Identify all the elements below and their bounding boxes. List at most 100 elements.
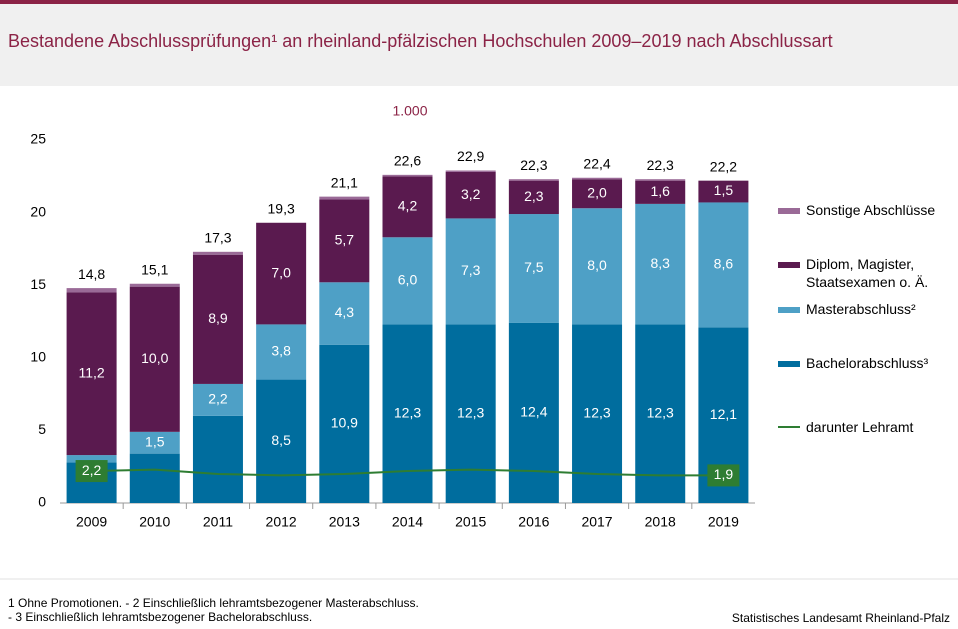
total-label: 22,3 [647,157,674,173]
bar-segment [319,344,370,503]
legend-label: Sonstige Abschlüsse [806,202,936,218]
legend-swatch [778,262,800,268]
bar-segment [572,179,623,209]
footnote: 1 Ohne Promotionen. - 2 Einschließlich l… [8,596,419,610]
data-label: 11,2 [78,364,104,380]
source: Statistisches Landesamt Rheinland-Pfalz [732,611,950,625]
line [91,468,724,477]
data-label: 5,7 [335,232,355,248]
bar-segment [192,415,243,503]
data-label: 12,1 [710,406,737,422]
legend-swatch [778,208,800,214]
bar-segment [382,176,433,238]
total-label: 19,3 [268,200,295,216]
legend-label: Masterabschluss² [806,301,916,317]
total-label: 22,2 [710,158,737,174]
data-label: 8,0 [587,257,607,273]
bar-segment [445,324,496,503]
data-label: 12,3 [583,404,610,420]
x-tick-label: 2018 [645,514,676,530]
data-label: 6,0 [398,272,418,288]
total-label: 17,3 [204,230,231,246]
bar-segment [192,254,243,384]
bar-segment [256,324,307,380]
bar-segment [192,383,243,416]
line-label: 1,9 [714,466,734,482]
x-tick-label: 2017 [581,514,612,530]
data-label: 3,2 [461,186,481,202]
bar-segment [256,379,307,503]
data-label: 2,3 [524,188,544,204]
total-label: 15,1 [141,261,168,277]
data-label: 8,9 [208,310,228,326]
bar-segment [445,218,496,325]
data-label: 3,8 [271,343,291,359]
x-tick-label: 2012 [266,514,297,530]
legend-label: Diplom, Magister, Staatsexamen o. Ä. [806,256,929,290]
data-label: 8,3 [650,255,670,271]
bar-segment [698,202,749,328]
data-label: 10,9 [331,415,358,431]
footnote: - 3 Einschließlich lehramtsbezogener Bac… [8,610,312,624]
total-label: 22,4 [583,155,610,171]
x-tick-label: 2013 [329,514,360,530]
bar-segment [192,251,243,255]
data-label: 2,2 [208,391,228,407]
footer-panel [0,580,958,629]
bar-segment [129,453,180,503]
y-tick-label: 5 [38,421,46,437]
y-tick-label: 10 [30,349,46,365]
bar-segment [129,286,180,432]
data-label: 10,0 [141,350,168,366]
bar-segment [66,455,117,463]
x-tick-label: 2010 [139,514,170,530]
x-tick-label: 2011 [203,514,233,530]
y-tick-label: 20 [30,203,46,219]
data-label: 4,2 [398,197,418,213]
data-label: 2,0 [587,184,607,200]
legend-swatch [778,307,800,313]
data-label: 1,6 [650,183,670,199]
bar-segment [445,171,496,219]
x-tick-label: 2016 [518,514,549,530]
bar-segment [445,170,496,172]
chart-title: Bestandene Abschlussprüfungen¹ an rheinl… [8,31,833,51]
data-label: 12,3 [647,404,674,420]
x-tick-label: 2015 [455,514,486,530]
y-tick-label: 25 [30,131,46,147]
bar-segment [66,292,117,456]
bar-segment [635,203,686,325]
bar-segment [698,180,749,203]
data-label: 1,5 [145,433,165,449]
bar-segment [635,179,686,181]
line-label-box [75,460,108,483]
bar-segment [572,177,623,180]
bar-segment [319,196,370,200]
bar-segment [635,324,686,503]
bar-segment [635,180,686,204]
y-tick-label: 15 [30,276,46,292]
data-label: 7,0 [271,264,291,280]
bar-segment [129,431,180,454]
data-label: 12,4 [520,404,547,420]
bar-segment [508,179,559,181]
total-label: 22,9 [457,148,484,164]
data-label: 4,3 [335,304,355,320]
x-tick-label: 2014 [392,514,423,530]
x-tick-label: 2019 [708,514,739,530]
line-label: 2,2 [82,462,102,478]
y-tick-label: 0 [38,494,46,510]
total-label: 21,1 [331,174,358,190]
line-label-box [707,464,740,487]
bar-segment [319,282,370,345]
bar-segment [572,208,623,325]
bar-segment [382,324,433,503]
legend-swatch [778,361,800,367]
data-label: 7,3 [461,262,481,278]
data-label: 7,5 [524,259,544,275]
data-label: 8,5 [271,432,291,448]
bar-segment [508,322,559,503]
data-label: 12,3 [394,404,421,420]
